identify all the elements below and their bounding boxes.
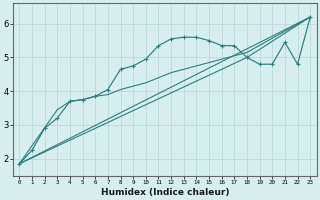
X-axis label: Humidex (Indice chaleur): Humidex (Indice chaleur) bbox=[100, 188, 229, 197]
